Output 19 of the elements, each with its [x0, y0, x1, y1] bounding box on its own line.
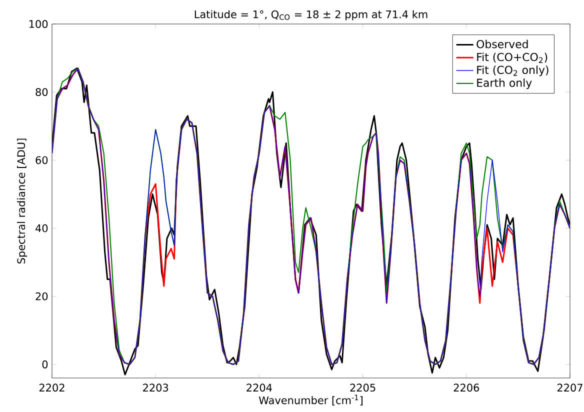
y-tick-label: 60	[36, 156, 48, 164]
legend-label: Fit (CO+CO$_{2}$)	[477, 52, 548, 63]
x-axis-title: Wavenumber [cm$^{-1}$]	[258, 394, 362, 406]
x-tick-label: 2202	[39, 384, 64, 392]
y-tick-label: 40	[36, 224, 48, 232]
y-axis-title: Spectral radiance [ADU]	[17, 138, 28, 264]
chart-title: Latitude = 1°, Q$_{CO}$ = 18 ± 2 ppm at 71.4 km	[194, 10, 428, 20]
x-tick-label: 2205	[350, 384, 376, 392]
legend-label: Earth only	[477, 78, 532, 90]
y-tick-label: 0	[42, 360, 48, 368]
x-tick-label: 2203	[143, 384, 168, 392]
y-tick-label: 20	[36, 292, 48, 300]
legend-label: Fit (CO$_{2}$ only)	[477, 66, 548, 76]
y-tick-label: 100	[29, 20, 48, 28]
x-tick-label: 2207	[557, 384, 582, 392]
y-tick-label: 80	[36, 88, 48, 96]
x-tick-label: 2204	[246, 384, 272, 392]
x-tick-label: 2206	[454, 384, 480, 392]
legend-label: Observed	[476, 40, 528, 48]
